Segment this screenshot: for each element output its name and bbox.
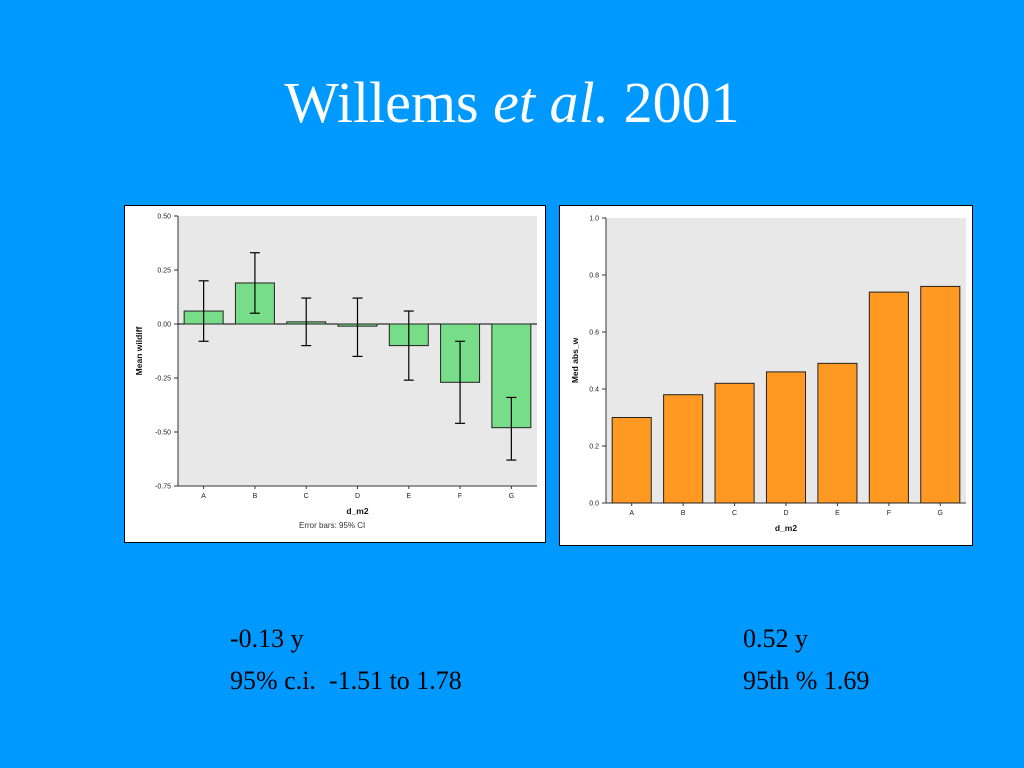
x-axis-title: d_m2 [346, 506, 368, 516]
x-tick-label: A [201, 493, 206, 500]
bar-e [817, 362, 858, 504]
x-tick-label: G [509, 493, 514, 500]
x-tick-label: D [355, 493, 360, 500]
left-caption-line2: 95% c.i. -1.51 to 1.78 [230, 666, 462, 695]
x-tick-label: D [783, 510, 788, 517]
med-abs-w-chart: 1.0 0.8 0.6 0.4 0.2 0.0 A B C D E F Gd_m2 Med abs_w [570, 216, 966, 533]
left-caption-line1: -0.13 y [230, 624, 304, 653]
mean-wildiff-chart: 0.50 0.25 0.00 -0.25 -0.50 -0.75 A B C D E F Gd_m2 Me… [134, 214, 537, 530]
title-main: Willems [284, 70, 494, 135]
bar-f [868, 291, 909, 504]
x-tick-label: F [458, 493, 462, 500]
bar-b [663, 394, 704, 504]
bar-d [765, 371, 807, 504]
right-caption-line1: 0.52 y [743, 624, 808, 653]
x-tick-label: B [681, 510, 686, 517]
slide-title: Willems et al. 2001 [0, 68, 1024, 138]
y-tick-label: 0.50 [157, 214, 171, 221]
y-tick-label: 0.6 [589, 330, 599, 337]
error-bars-note: Error bars: 95% CI [299, 521, 365, 530]
y-tick-label: 0.0 [589, 501, 599, 508]
x-tick-label: A [629, 510, 634, 517]
x-tick-label: E [406, 493, 411, 500]
x-tick-label: E [835, 510, 840, 517]
bar-g [920, 285, 961, 504]
y-tick-label: -0.75 [155, 484, 171, 491]
y-axis-title: Mean wildiff [134, 327, 144, 376]
x-tick-label: F [887, 510, 891, 517]
y-tick-label: 0.8 [589, 273, 599, 280]
y-tick-label: 0.25 [157, 268, 171, 275]
y-tick-label: -0.25 [155, 376, 171, 383]
x-tick-label: G [938, 510, 943, 517]
x-tick-label: C [304, 493, 309, 500]
title-italic: et al. [493, 70, 610, 135]
bar-a [611, 417, 652, 504]
title-year: 2001 [609, 70, 740, 135]
y-tick-label: 0.2 [589, 444, 599, 451]
x-axis-title: d_m2 [775, 523, 797, 533]
y-axis-title: Med abs_w [570, 337, 580, 383]
x-tick-label: C [732, 510, 737, 517]
x-tick-label: B [253, 493, 258, 500]
y-tick-label: -0.50 [155, 430, 171, 437]
y-tick-label: 0.4 [589, 387, 599, 394]
y-tick-label: 1.0 [589, 216, 599, 223]
right-caption-line2: 95th % 1.69 [743, 666, 870, 695]
bar-c [714, 382, 755, 504]
y-tick-label: 0.00 [157, 322, 171, 329]
